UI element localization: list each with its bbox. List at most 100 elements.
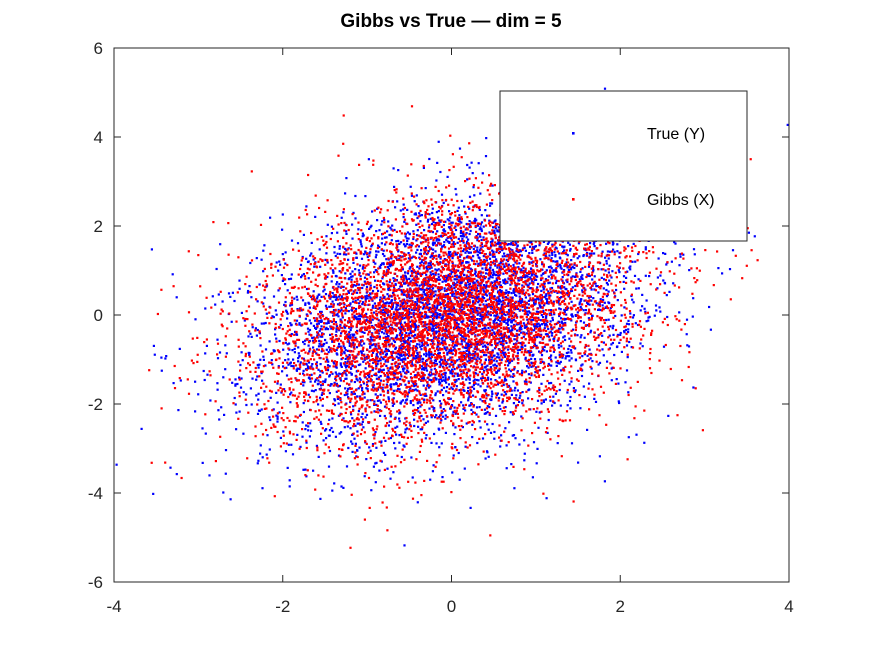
scatter-point (371, 289, 375, 293)
scatter-point (405, 277, 408, 280)
scatter-point (611, 270, 614, 273)
scatter-point (431, 231, 434, 234)
scatter-point (329, 333, 332, 336)
scatter-point (387, 396, 390, 399)
scatter-point (472, 282, 475, 285)
scatter-point (461, 239, 464, 242)
scatter-point (563, 317, 566, 320)
scatter-point (566, 266, 569, 269)
scatter-point (427, 386, 430, 389)
scatter-point (421, 315, 424, 318)
scatter-point (435, 211, 438, 214)
scatter-point (545, 314, 548, 317)
scatter-point (550, 251, 553, 254)
scatter-point (454, 426, 457, 429)
scatter-point (317, 455, 320, 458)
scatter-point (465, 349, 468, 352)
scatter-point (593, 245, 596, 248)
scatter-point (607, 257, 610, 260)
scatter-point (310, 389, 313, 392)
scatter-point (528, 252, 531, 255)
scatter-point (268, 448, 271, 451)
scatter-point (504, 292, 507, 295)
scatter-point (314, 327, 318, 330)
scatter-point (465, 342, 468, 345)
scatter-point (281, 228, 284, 231)
scatter-point (543, 327, 546, 330)
scatter-point (378, 399, 381, 402)
scatter-point (420, 428, 424, 431)
scatter-point (256, 328, 259, 332)
scatter-point (409, 336, 412, 339)
scatter-point (508, 421, 511, 424)
scatter-point (454, 278, 457, 281)
scatter-point (538, 388, 541, 392)
scatter-point (475, 235, 478, 238)
scatter-point (411, 296, 414, 299)
scatter-point (420, 365, 424, 368)
scatter-point (471, 394, 475, 397)
scatter-point (494, 298, 497, 301)
scatter-point (465, 222, 468, 226)
scatter-point (374, 262, 377, 265)
scatter-point (573, 266, 576, 270)
scatter-point (202, 369, 205, 373)
scatter-point (272, 349, 275, 352)
scatter-point (558, 314, 561, 318)
scatter-point (449, 269, 452, 272)
scatter-point (481, 345, 485, 348)
scatter-point (350, 308, 353, 312)
scatter-point (235, 411, 238, 414)
scatter-point (324, 338, 327, 342)
scatter-point (564, 318, 567, 321)
scatter-point (593, 252, 596, 255)
scatter-point (360, 352, 363, 355)
scatter-point (247, 289, 250, 293)
scatter-point (276, 417, 279, 420)
scatter-point (488, 292, 491, 295)
scatter-point (514, 240, 517, 243)
scatter-point (516, 370, 519, 373)
scatter-point (292, 365, 295, 368)
scatter-point (564, 321, 567, 325)
scatter-point (601, 250, 604, 253)
scatter-point (413, 323, 417, 326)
scatter-point (305, 441, 308, 444)
scatter-point (339, 310, 342, 313)
scatter-point (310, 322, 313, 325)
scatter-point (475, 348, 478, 351)
scatter-point (356, 291, 359, 294)
scatter-point (469, 292, 472, 295)
scatter-point (425, 353, 428, 356)
scatter-point (504, 355, 507, 358)
scatter-point (458, 326, 461, 329)
scatter-point (530, 361, 533, 364)
scatter-point (535, 263, 538, 266)
scatter-point (424, 280, 427, 283)
scatter-point (509, 279, 512, 282)
scatter-point (568, 359, 571, 362)
scatter-point (340, 485, 343, 488)
scatter-point (336, 231, 339, 234)
scatter-point (435, 442, 438, 445)
scatter-point (477, 251, 480, 254)
scatter-point (435, 363, 439, 366)
scatter-point (627, 319, 630, 322)
scatter-point (325, 235, 328, 238)
scatter-point (544, 278, 547, 281)
scatter-point (549, 356, 552, 359)
scatter-point (480, 238, 483, 242)
scatter-point (520, 331, 523, 334)
scatter-point (578, 278, 581, 281)
scatter-point (538, 411, 541, 414)
scatter-point (378, 245, 381, 249)
scatter-point (452, 267, 455, 271)
scatter-point (678, 311, 681, 314)
scatter-point (540, 382, 543, 385)
scatter-point (438, 330, 441, 333)
scatter-point (256, 363, 259, 367)
scatter-point (551, 404, 554, 407)
scatter-point (454, 187, 457, 191)
scatter-point (460, 365, 463, 368)
scatter-point (577, 369, 580, 372)
